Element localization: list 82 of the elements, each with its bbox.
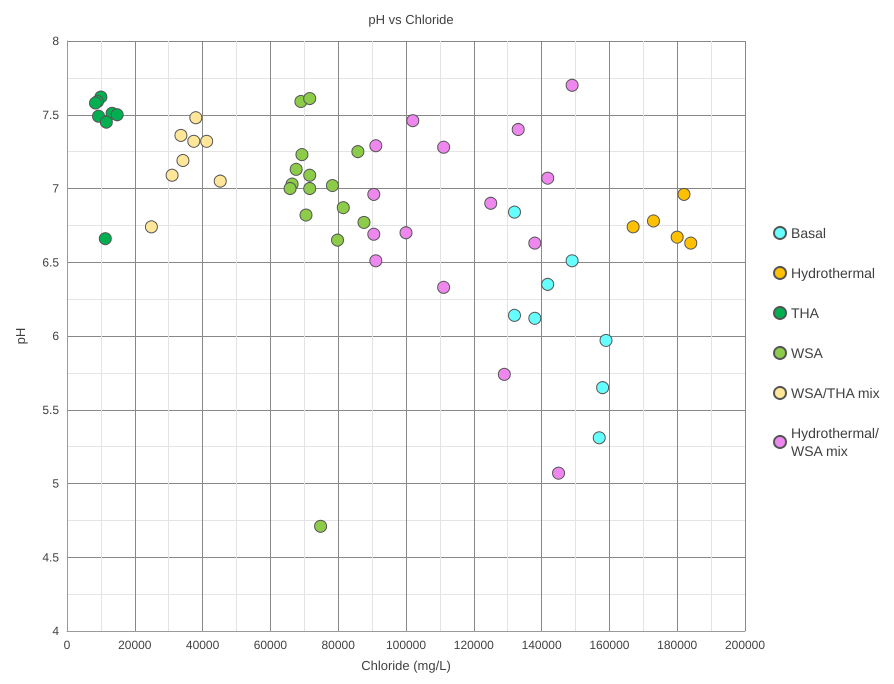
- point: [566, 78, 579, 92]
- point: [541, 278, 554, 291]
- y-tick-label: 6.5: [42, 255, 60, 270]
- point: [214, 174, 227, 188]
- point: [406, 114, 420, 128]
- x-axis-title: Chloride (mg/L): [361, 658, 451, 673]
- chart-title: pH vs Chloride: [368, 12, 454, 27]
- point: [484, 196, 498, 210]
- legend-label: Basal: [791, 225, 826, 241]
- point: [314, 520, 328, 533]
- point: [88, 96, 102, 110]
- point: [300, 208, 312, 222]
- point: [566, 254, 579, 268]
- point: [176, 154, 190, 167]
- x-tick-label: 80000: [322, 638, 356, 652]
- point: [98, 232, 112, 246]
- y-tick-label: 5: [52, 476, 60, 490]
- point: [367, 188, 380, 201]
- y-tick-label: 7: [52, 182, 60, 196]
- point: [369, 254, 382, 268]
- point: [626, 220, 640, 234]
- point: [303, 92, 316, 106]
- x-tick-label: 100000: [386, 638, 426, 652]
- point: [110, 108, 124, 122]
- y-tick-label: 4.5: [42, 550, 60, 564]
- x-tick-label: 140000: [522, 638, 562, 652]
- x-tick-label: 40000: [186, 638, 220, 652]
- x-tick-label: 60000: [254, 638, 288, 652]
- point: [528, 312, 542, 325]
- point: [290, 162, 303, 176]
- point: [295, 148, 308, 162]
- point: [303, 182, 316, 195]
- legend-label: THA: [791, 305, 820, 321]
- point: [541, 172, 554, 185]
- point: [200, 134, 214, 148]
- y-tick-label: 6: [52, 329, 60, 343]
- x-tick-label: 200000: [724, 638, 766, 652]
- y-tick-label: 8: [52, 34, 60, 48]
- point: [552, 466, 566, 480]
- point: [596, 381, 610, 394]
- point: [508, 308, 521, 322]
- point: [437, 140, 450, 154]
- point: [600, 334, 613, 347]
- point: [189, 111, 202, 124]
- point: [357, 216, 370, 229]
- point: [592, 431, 606, 444]
- point: [100, 116, 113, 129]
- point: [326, 179, 339, 192]
- x-tick-label: 20000: [118, 638, 152, 652]
- point: [512, 123, 525, 136]
- point: [284, 182, 297, 195]
- point: [174, 128, 188, 142]
- point: [166, 168, 179, 182]
- point: [144, 220, 158, 234]
- point: [437, 280, 450, 294]
- point: [670, 230, 684, 244]
- point: [677, 188, 690, 201]
- point: [367, 228, 380, 241]
- point: [684, 236, 698, 250]
- x-tick-label: 180000: [657, 638, 698, 652]
- point: [351, 145, 364, 158]
- point: [400, 226, 412, 240]
- legend-label: WSA: [791, 345, 824, 361]
- point: [646, 214, 660, 228]
- point: [303, 168, 316, 182]
- point: [369, 139, 382, 152]
- point: [336, 201, 350, 214]
- y-axis-title: pH: [13, 328, 28, 344]
- point: [498, 368, 511, 381]
- point: [508, 206, 521, 219]
- legend-label: WSA/THA mix: [791, 385, 880, 401]
- x-tick-label: 160000: [589, 638, 630, 652]
- y-tick-label: 7.5: [42, 108, 60, 122]
- legend-label: Hydrothermal/WSA mix: [791, 425, 880, 459]
- x-tick-label: 120000: [454, 638, 494, 652]
- x-tick-label: 0: [64, 638, 71, 652]
- point: [528, 236, 542, 250]
- legend-label: Hydrothermal: [791, 265, 876, 281]
- y-tick-label: 4: [52, 624, 60, 638]
- point: [187, 134, 200, 148]
- y-tick-label: 5.5: [42, 402, 60, 417]
- point: [331, 234, 344, 247]
